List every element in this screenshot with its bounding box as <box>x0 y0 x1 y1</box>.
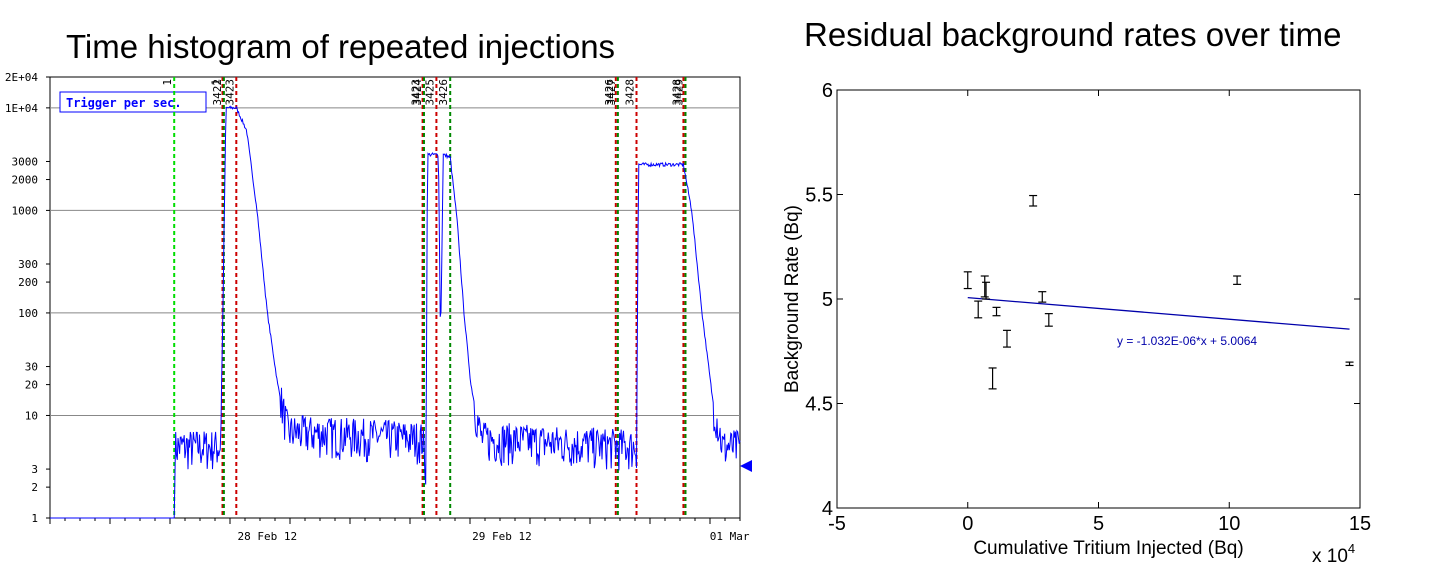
run-marker-label: 3428 <box>624 79 637 106</box>
data-point <box>1345 361 1354 367</box>
y-tick-label: 3000 <box>12 155 39 168</box>
run-marker-label: 3427 <box>605 79 618 106</box>
y-tick-label: 1E+04 <box>5 102 38 115</box>
run-marker-label: 3426 <box>603 79 616 106</box>
run-marker-label: 3429 <box>672 79 685 106</box>
y-tick-label: 5.5 <box>805 185 833 207</box>
data-point <box>1029 194 1038 207</box>
x-tick-label: 29 Feb 12 <box>472 530 532 543</box>
x-tick-label: 0 <box>962 513 973 535</box>
run-marker-label: 1 <box>210 79 223 86</box>
run-marker-label: 1 <box>161 79 174 86</box>
y-tick-label: 2E+04 <box>5 71 38 84</box>
fit-equation-label: y = -1.032E-06*x + 5.0064 <box>1117 334 1257 348</box>
y-tick-label: 3 <box>31 463 38 476</box>
legend-box <box>59 91 207 113</box>
plot-frame <box>836 89 1361 509</box>
y-tick-label: 1 <box>31 512 38 525</box>
run-marker-label: 3424 <box>411 79 424 106</box>
left-chart-title: Time histogram of repeated injections <box>66 28 616 65</box>
data-point <box>1002 329 1011 348</box>
y-tick-label: 100 <box>18 307 38 320</box>
legend-label: Trigger per sec. <box>66 96 182 110</box>
y-axis-label: Background Rate (Bq) <box>782 205 803 393</box>
y-tick-label: 4.5 <box>805 394 833 416</box>
y-tick-label: 200 <box>18 276 38 289</box>
fit-line <box>967 297 1350 330</box>
x-axis-label: Cumulative Tritium Injected (Bq) <box>973 538 1243 559</box>
y-tick-label: 10 <box>25 409 38 422</box>
y-tick-label: 4 <box>822 498 833 520</box>
data-point <box>1038 291 1047 303</box>
data-point <box>1044 313 1053 327</box>
injection-histogram-chart: 1 2 3 10 20 30 100 200 300 1000 2000 3000 1E+04 2E+04… <box>5 71 752 543</box>
data-point <box>980 275 989 298</box>
run-marker-label: 3426 <box>437 79 450 106</box>
data-point <box>982 281 991 300</box>
run-marker-label: 3422 <box>211 79 224 106</box>
x-tick-label: 01 Mar <box>710 530 750 543</box>
x-tick-label: 15 <box>1349 513 1371 535</box>
y-tick-label: 1000 <box>12 204 39 217</box>
y-tick-label: 2000 <box>12 174 39 187</box>
y-tick-label: 5 <box>822 289 833 311</box>
x-tick-label: 5 <box>1093 513 1104 535</box>
run-marker-label: 3425 <box>423 79 436 106</box>
y-tick-label: 30 <box>25 361 38 374</box>
data-point <box>974 300 983 319</box>
right-edge-arrow <box>740 460 752 472</box>
x-axis-multiplier-exponent: 4 <box>1348 541 1355 556</box>
x-axis-multiplier: x 104 <box>1312 541 1355 566</box>
x-tick-label: 10 <box>1218 513 1240 535</box>
data-point <box>992 306 1001 317</box>
data-point <box>988 367 997 390</box>
y-tick-label: 300 <box>18 258 38 271</box>
run-marker-label: 3428 <box>670 79 683 106</box>
x-tick-label: 28 Feb 12 <box>238 530 298 543</box>
data-point <box>963 271 972 290</box>
series-line-trigger-rate <box>50 105 741 519</box>
data-point <box>1233 275 1242 285</box>
run-marker-label: 3423 <box>223 79 236 106</box>
right-chart-title: Residual background rates over time <box>804 16 1342 53</box>
run-marker-label: 3423 <box>410 79 423 106</box>
y-tick-label: 2 <box>31 481 38 494</box>
y-tick-label: 20 <box>25 379 38 392</box>
y-tick-label: 6 <box>822 80 833 102</box>
x-tick-label: -5 <box>828 513 846 535</box>
